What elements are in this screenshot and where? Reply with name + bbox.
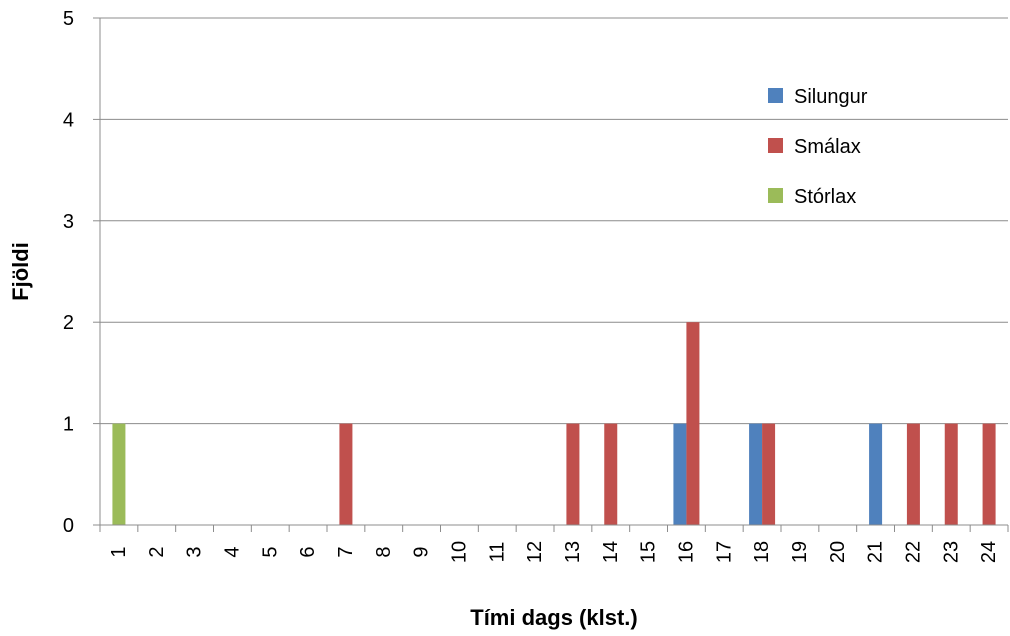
x-tick-label: 18 bbox=[751, 541, 773, 563]
x-tick-label: 11 bbox=[486, 542, 508, 563]
legend-swatch bbox=[768, 138, 783, 153]
x-tick-label: 14 bbox=[600, 541, 622, 563]
y-tick-label: 3 bbox=[63, 211, 74, 233]
x-tick-label: 19 bbox=[789, 541, 811, 563]
y-axis-title: Fjöldi bbox=[8, 242, 33, 301]
x-tick-label: 16 bbox=[675, 541, 697, 563]
bar-Smálax-18 bbox=[762, 423, 776, 525]
y-tick-label: 4 bbox=[63, 109, 74, 131]
legend-label: Smálax bbox=[794, 136, 861, 158]
legend-item-Silungur: Silungur bbox=[768, 86, 868, 108]
legend-label: Stórlax bbox=[794, 186, 856, 208]
x-tick-label: 3 bbox=[184, 546, 206, 557]
y-tick-label: 5 bbox=[63, 8, 74, 30]
y-tick-label: 1 bbox=[63, 414, 74, 436]
bar-Silungur-18 bbox=[749, 423, 763, 525]
x-tick-label: 6 bbox=[297, 546, 319, 557]
bar-Smálax-23 bbox=[944, 423, 958, 525]
x-tick-labels: 1 2 3 4 5 6 7 8 9 10 11 12 13 14 15 16 17 18 19 20 21 22 23 24 bbox=[108, 541, 1000, 563]
x-tick-label: 20 bbox=[827, 541, 849, 563]
x-tick-label: 13 bbox=[562, 541, 584, 563]
x-tick-label: 7 bbox=[335, 546, 357, 557]
legend-item-Stórlax: Stórlax bbox=[768, 186, 856, 208]
y-tick-labels: 0 1 2 3 4 5 bbox=[63, 8, 74, 537]
bar-Smálax-22 bbox=[906, 423, 920, 525]
legend-swatch bbox=[768, 88, 783, 103]
bar-Stórlax-1 bbox=[112, 423, 126, 525]
bar-Smálax-7 bbox=[339, 423, 353, 525]
x-tick-label: 12 bbox=[524, 541, 546, 563]
x-tick-label: 1 bbox=[108, 546, 130, 557]
legend-label: Silungur bbox=[794, 86, 868, 108]
x-tick-label: 5 bbox=[259, 546, 281, 557]
x-tick-label: 22 bbox=[902, 541, 924, 563]
bar-Smálax-13 bbox=[566, 423, 580, 525]
legend-swatch bbox=[768, 188, 783, 203]
x-tick-label: 15 bbox=[638, 541, 660, 563]
legend-item-Smálax: Smálax bbox=[768, 136, 861, 158]
x-tick-label: 8 bbox=[373, 546, 395, 557]
x-tick-label: 2 bbox=[146, 546, 168, 557]
x-tick-label: 4 bbox=[221, 546, 243, 557]
y-tick-label: 2 bbox=[63, 312, 74, 334]
x-tick-label: 9 bbox=[411, 546, 433, 557]
bar-Smálax-24 bbox=[982, 423, 996, 525]
gridlines bbox=[93, 17, 1008, 526]
bar-Smálax-14 bbox=[604, 423, 618, 525]
x-tick-label: 24 bbox=[978, 541, 1000, 563]
x-tick-label: 17 bbox=[713, 541, 735, 563]
bars bbox=[112, 322, 996, 525]
x-tick-label: 23 bbox=[940, 541, 962, 563]
x-tick-label: 21 bbox=[865, 541, 887, 563]
y-tick-label: 0 bbox=[63, 515, 74, 537]
axes bbox=[99, 18, 1009, 532]
bar-Silungur-21 bbox=[869, 423, 883, 525]
bar-Silungur-16 bbox=[673, 423, 687, 525]
legend: Silungur Smálax Stórlax bbox=[768, 86, 868, 208]
x-tick-label: 10 bbox=[448, 541, 470, 563]
x-axis-title: Tími dags (klst.) bbox=[470, 605, 637, 630]
bar-Smálax-16 bbox=[686, 322, 700, 525]
